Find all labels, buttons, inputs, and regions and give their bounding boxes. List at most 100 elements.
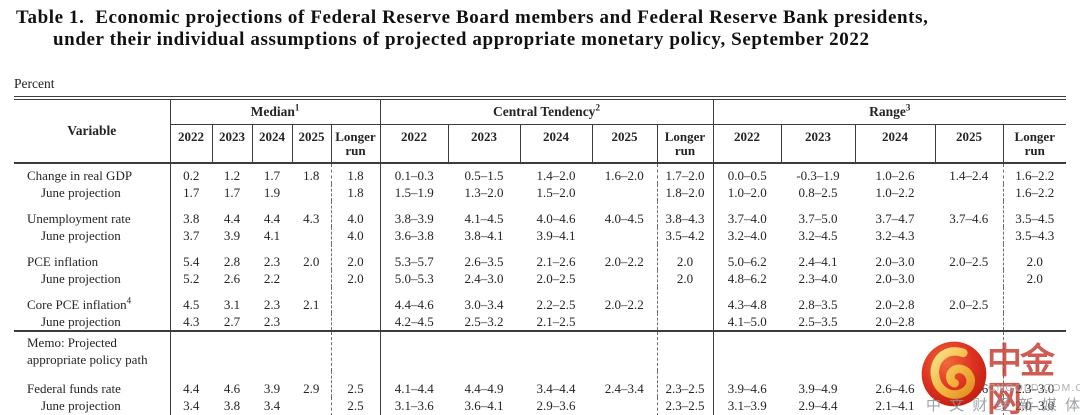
value-cell [1002,329,1067,371]
value-cell [935,329,1003,371]
table-row: Unemployment rate 3.8 4.4 4.4 4.3 4.0 3.8–3.9 4… [14,200,1067,227]
value-cell: 3.9 [263,380,281,396]
value-cell [292,397,331,415]
value-cell [1002,312,1067,331]
range-footnote-marker: 3 [905,102,911,113]
group-central-tendency-label: Central Tendency [493,104,596,120]
value-cell: 5.0–6.2 [712,243,781,270]
table-row: June projection 3.4 3.8 3.4 2.5 3.1–3.6 3.6–4.… [14,396,1067,415]
value-cell: 2.3–2.5 [656,370,713,397]
year-header: 2024 [520,124,593,164]
value-cell: 2.1–4.1 [875,397,915,413]
value-cell [935,184,1003,201]
value-cell: 1.7–2.0 [656,162,713,184]
year-header: Longer run [1003,124,1067,164]
value-cell: 2.4–3.4 [604,380,644,396]
year-header-row: 2022 2023 2024 2025 Longer run 2022 2023… [14,124,1067,164]
value-cell: 4.4–4.9 [464,380,504,396]
row-label: Memo: Projected appropriate policy path [14,329,171,371]
row-label: PCE inflation [14,243,171,270]
median-footnote-marker: 1 [294,102,300,113]
value-cell [592,270,657,287]
value-cell: 2.5–3.5 [798,313,838,329]
value-cell [292,184,331,201]
value-cell: 1.4–2.0 [536,167,576,183]
value-cell [712,329,781,371]
value-cell: 2.3–2.5 [656,396,713,415]
value-cell: 1.6–2.2 [1002,183,1067,201]
value-cell: 1.0–2.6 [875,167,915,183]
value-cell: 4.2–4.5 [379,312,448,331]
row-label: Federal funds rate [14,370,171,397]
value-cell [935,270,1003,287]
value-cell: 4.3 [303,210,320,226]
value-cell: 3.8 [183,210,200,226]
value-cell: 3.8–4.1 [464,227,504,243]
row-label: June projection [14,396,171,415]
value-cell: 2.5 [330,396,380,415]
value-cell: 2.0–3.0 [875,270,915,286]
value-cell: 2.8–3.5 [798,296,838,312]
row-label-text: June projection [41,227,121,243]
row-label-text: PCE inflation [27,253,99,269]
year-header: 2025 [592,124,658,164]
table-row: PCE inflation 5.4 2.8 2.3 2.0 2.0 5.3–5.7 2.6–3… [14,243,1067,270]
value-cell: 1.0–2.2 [875,184,915,200]
value-cell: 2.6–3.5 [464,253,504,269]
value-cell: 5.4 [183,253,200,269]
value-cell [592,397,657,415]
value-cell [592,227,657,244]
value-cell [656,286,713,313]
year-header: 2022 [713,124,782,164]
value-cell: 2.9–3.6 [536,397,576,413]
year-header: 2025 [292,124,332,164]
row-label-text: June projection [41,313,121,329]
value-cell: 3.2–4.3 [875,227,915,243]
value-cell: 4.0 [330,226,380,244]
value-cell [935,397,1003,415]
value-cell: 2.1 [303,296,320,312]
value-cell: 1.7 [183,184,200,200]
value-cell: 2.0–3.0 [875,253,915,269]
value-cell [520,329,592,371]
value-cell: 4.8–6.2 [712,269,781,287]
value-cell: 1.8 [330,162,380,184]
value-cell: 3.2–4.5 [798,227,838,243]
row-footnote-marker: 4 [126,295,132,306]
value-cell: 1.4–2.4 [949,167,989,183]
value-cell: 2.3–4.0 [798,270,838,286]
value-cell: 3.8–4.3 [656,200,713,227]
value-cell: 2.2 [263,270,281,286]
value-cell: 2.0–2.5 [949,296,989,312]
value-cell: 3.6–4.1 [464,397,504,413]
value-cell: 2.0–3.0 [1002,396,1067,415]
table-title: Table 1. Economic projections of Federal… [16,7,1072,50]
value-cell: 0.8–2.5 [798,184,838,200]
value-cell: 2.2–2.5 [536,296,576,312]
value-cell: 3.4–4.4 [536,380,576,396]
value-cell: 2.5–3.2 [464,313,504,329]
table-title-line-1: Table 1. Economic projections of Federal… [16,7,929,28]
value-cell [292,270,331,287]
economic-projections-table: Variable Median1 Central Tendency2 Range… [14,96,1067,415]
value-cell [592,329,657,371]
value-cell: 0.5–1.5 [464,167,504,183]
value-cell: 2.0–2.2 [604,253,644,269]
value-cell: 2.0 [1002,269,1067,287]
value-cell [252,329,292,371]
value-cell: 3.9–4.1 [536,227,576,243]
value-cell: 4.6 [223,380,241,396]
value-cell: 5.2 [183,270,200,286]
value-cell: 2.6–4.6 [875,380,915,396]
table-row: Change in real GDP 0.2 1.2 1.7 1.8 1.8 0.1–0.3… [14,162,1067,184]
value-cell: 2.1–2.6 [536,253,576,269]
year-header: 2024 [855,124,936,164]
value-cell: 2.8 [223,253,241,269]
table-row: June projection 4.3 2.7 2.3 4.2–4.5 2.5–3.2 2.… [14,312,1067,331]
value-cell: 2.1–2.5 [536,313,576,329]
year-header: 2025 [935,124,1004,164]
value-cell: 4.4 [263,210,281,226]
value-cell: -0.3–1.9 [796,167,840,183]
year-header: 2022 [380,124,449,164]
